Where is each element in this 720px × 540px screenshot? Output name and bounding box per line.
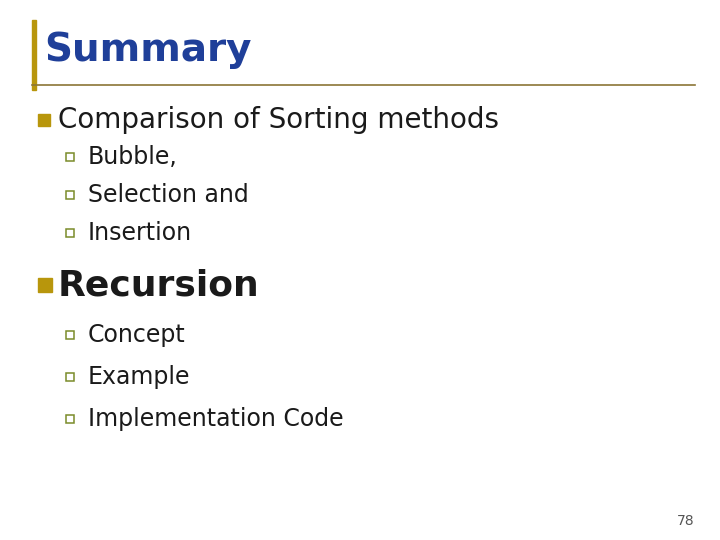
FancyBboxPatch shape	[66, 153, 74, 161]
Text: Insertion: Insertion	[88, 221, 192, 245]
Text: Example: Example	[88, 365, 191, 389]
Text: 78: 78	[678, 514, 695, 528]
Text: Comparison of Sorting methods: Comparison of Sorting methods	[58, 106, 499, 134]
FancyBboxPatch shape	[66, 373, 74, 381]
FancyBboxPatch shape	[66, 191, 74, 199]
Text: Summary: Summary	[44, 31, 251, 69]
Bar	[32, 20, 36, 90]
Text: Recursion: Recursion	[58, 268, 260, 302]
Text: Concept: Concept	[88, 323, 186, 347]
Bar	[38, 114, 50, 126]
Text: Implementation Code: Implementation Code	[88, 407, 343, 431]
Text: Selection and: Selection and	[88, 183, 248, 207]
FancyBboxPatch shape	[66, 229, 74, 237]
Bar	[38, 278, 52, 292]
FancyBboxPatch shape	[66, 415, 74, 423]
Text: Bubble,: Bubble,	[88, 145, 178, 169]
FancyBboxPatch shape	[66, 331, 74, 339]
